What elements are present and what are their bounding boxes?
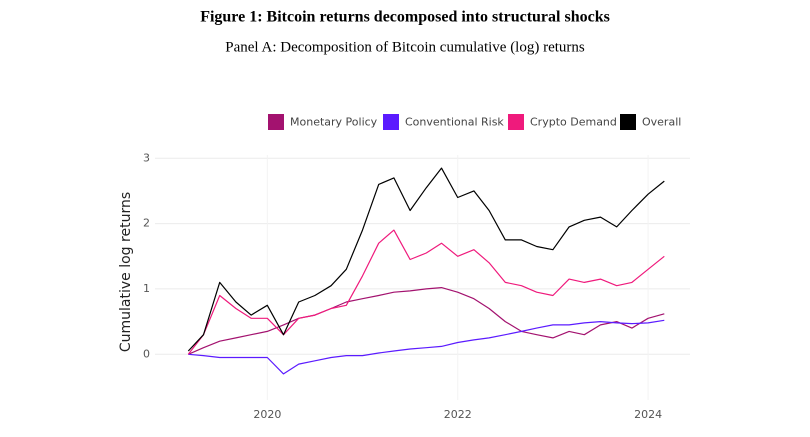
legend-swatch: [383, 114, 399, 130]
legend-swatch: [620, 114, 636, 130]
y-axis-label: Cumulative log returns: [118, 192, 134, 352]
series-line: [188, 287, 665, 355]
x-tick-label: 2024: [634, 408, 662, 421]
series-line: [187, 167, 665, 352]
y-tick-label: 0: [143, 347, 150, 360]
y-tick-label: 1: [143, 282, 150, 295]
chart-subtitle: Panel A: Decomposition of Bitcoin cumula…: [225, 39, 585, 55]
legend-swatch: [268, 114, 284, 130]
legend-label: Overall: [642, 116, 681, 129]
series-line: [188, 319, 665, 375]
chart-title: Figure 1: Bitcoin returns decomposed int…: [200, 9, 610, 26]
y-tick-label: 3: [143, 151, 150, 164]
x-tick-label: 2022: [444, 408, 472, 421]
series-line: [187, 229, 665, 355]
legend-label: Monetary Policy: [290, 116, 378, 129]
legend-swatch: [508, 114, 524, 130]
x-tick-label: 2020: [253, 408, 281, 421]
legend-label: Conventional Risk: [405, 116, 504, 129]
y-tick-label: 2: [143, 217, 150, 230]
legend-label: Crypto Demand: [530, 116, 617, 129]
